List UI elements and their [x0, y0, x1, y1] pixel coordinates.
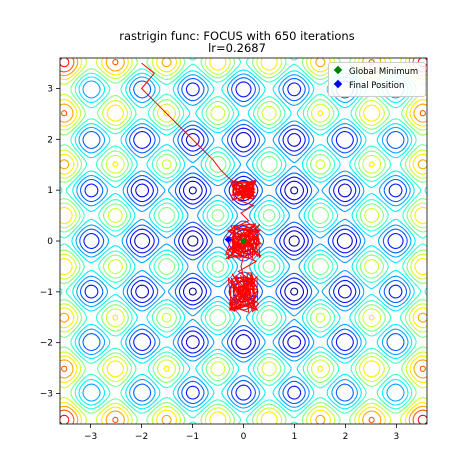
x-tick-label: 0 [241, 432, 247, 442]
trajectory-oscillation-1 [225, 223, 263, 261]
final-position-marker [224, 235, 232, 243]
contour-level-1 [134, 131, 353, 351]
legend-marker-global-minimum [333, 65, 343, 75]
y-tick-label: −3 [40, 390, 53, 400]
y-tick-label: 2 [47, 135, 53, 145]
y-tick-label: 1 [47, 186, 53, 196]
legend-item-global-minimum: Global Minimum [333, 65, 419, 78]
x-tick-label: 1 [292, 432, 298, 442]
x-tick-label: −2 [135, 432, 148, 442]
contour-level-4 [75, 73, 412, 409]
legend-label-global-minimum: Global Minimum [349, 67, 419, 77]
contour-level-12 [60, 58, 427, 424]
legend-label-final-position: Final Position [349, 81, 405, 91]
contour-level-9 [60, 58, 427, 424]
legend: Global Minimum Final Position [328, 62, 426, 97]
y-tick-label: 0 [47, 237, 53, 247]
x-tick-label: 2 [343, 432, 349, 442]
marker-layer [224, 235, 247, 245]
contour-level-5 [71, 69, 416, 413]
axis-layer: −3 −3 −2 −2 −1 −1 0 0 1 1 2 2 3 3 [40, 85, 400, 443]
chart-subtitle: lr=0.2687 [208, 41, 266, 55]
contour-level-6 [60, 58, 427, 424]
y-tick-label: −1 [40, 288, 53, 298]
trajectory-oscillation-0 [230, 179, 257, 202]
chart-title: rastrigin func: FOCUS with 650 iteration… [119, 29, 355, 43]
y-tick-label: −2 [40, 339, 53, 349]
y-tick-label: 3 [47, 85, 53, 95]
x-tick-label: 3 [394, 432, 400, 442]
contour-level-3 [79, 77, 408, 405]
global-minimum-marker [240, 237, 247, 245]
trajectory-layer [140, 62, 263, 313]
trajectory-oscillation-2 [227, 272, 260, 313]
x-tick-label: −1 [186, 432, 199, 442]
legend-item-final-position: Final Position [333, 79, 405, 92]
x-tick-label: −3 [84, 432, 97, 442]
legend-marker-final-position [333, 79, 343, 89]
